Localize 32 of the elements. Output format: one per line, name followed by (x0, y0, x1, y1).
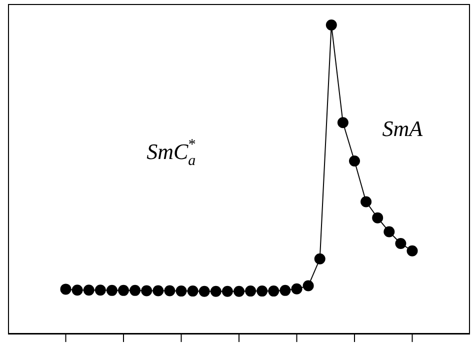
point (106, 284, 118, 296)
point (245, 286, 256, 297)
point (164, 285, 176, 296)
point (291, 283, 302, 294)
point (198, 286, 210, 297)
point (72, 284, 83, 296)
point (256, 286, 268, 297)
point (210, 286, 222, 297)
point (141, 285, 152, 296)
point (60, 284, 72, 295)
point (406, 245, 418, 256)
point (152, 285, 164, 296)
annotation: SmA (382, 116, 424, 141)
point (130, 284, 141, 296)
point (280, 284, 291, 296)
point (326, 20, 337, 31)
point (94, 284, 106, 296)
point (234, 286, 244, 297)
point (302, 280, 314, 292)
point (187, 286, 198, 297)
point (337, 117, 348, 128)
point (372, 212, 384, 224)
point (314, 253, 326, 264)
point (83, 284, 94, 296)
point (395, 238, 406, 249)
point (384, 226, 395, 238)
point (222, 286, 233, 297)
point (360, 196, 372, 208)
point (268, 286, 280, 297)
point (176, 286, 187, 297)
point (118, 284, 129, 296)
point (349, 155, 360, 166)
